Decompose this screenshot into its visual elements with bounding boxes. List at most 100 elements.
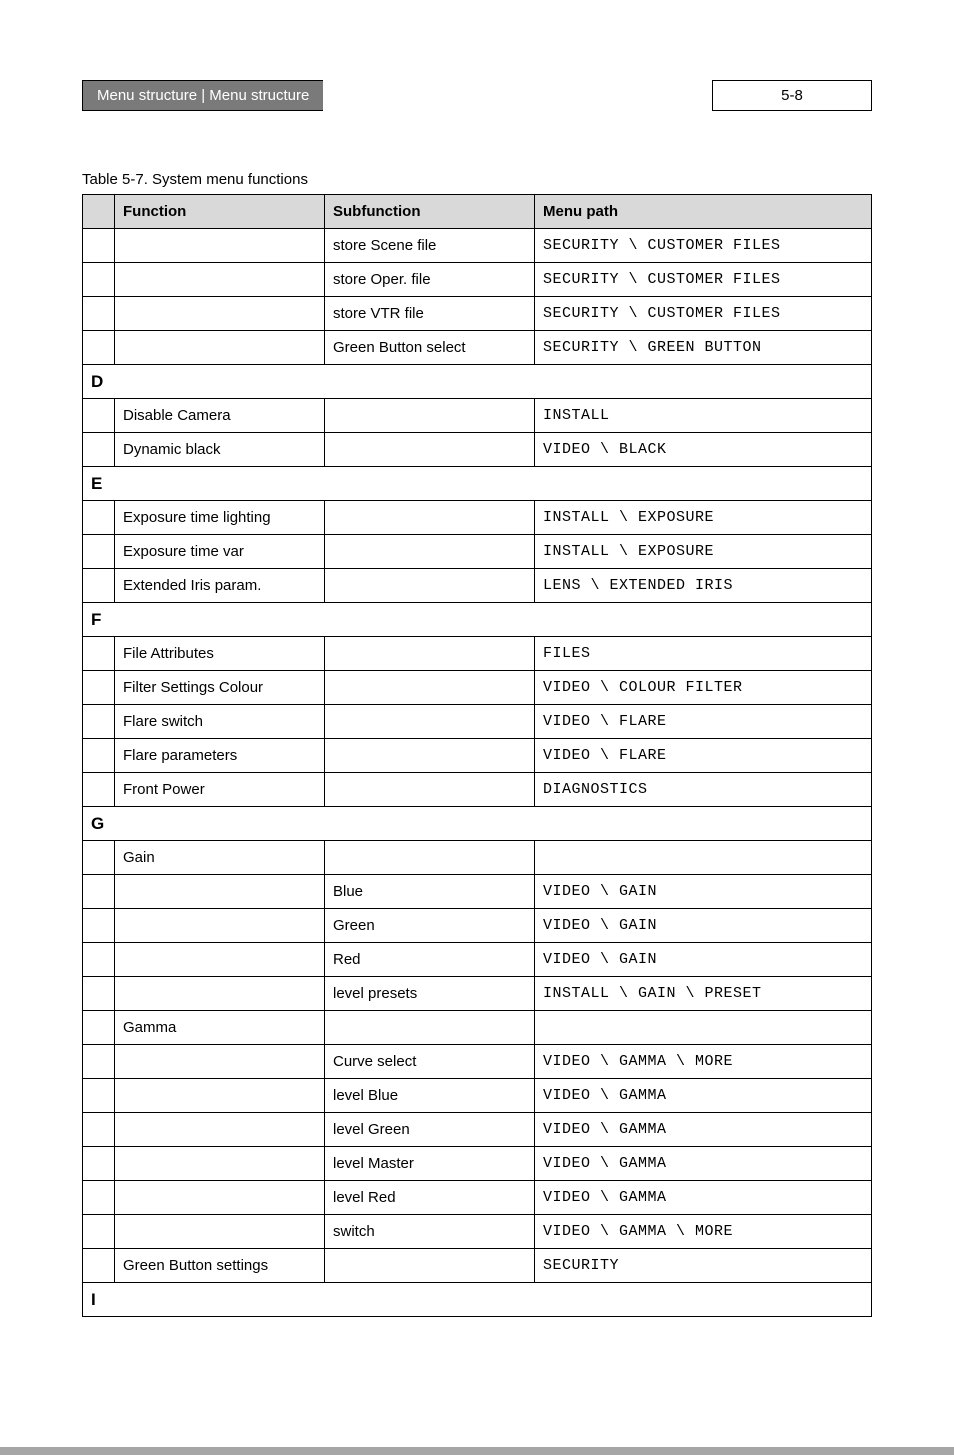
col-menupath-header: Menu path [535, 195, 872, 229]
table-row: F [83, 603, 872, 637]
menupath-cell: VIDEO \ GAIN [535, 875, 872, 909]
table-row: store Oper. fileSECURITY \ CUSTOMER FILE… [83, 263, 872, 297]
function-cell: File Attributes [115, 637, 325, 671]
col-subfunction-header: Subfunction [325, 195, 535, 229]
header-spacer [323, 80, 712, 111]
row-blank-cell [83, 875, 115, 909]
page-number: 5-8 [712, 80, 872, 111]
function-cell: Disable Camera [115, 399, 325, 433]
footer-bar [0, 1447, 954, 1455]
row-blank-cell [83, 977, 115, 1011]
table-row: level presetsINSTALL \ GAIN \ PRESET [83, 977, 872, 1011]
row-blank-cell [83, 1147, 115, 1181]
table-row: File Attributes FILES [83, 637, 872, 671]
table-row: level RedVIDEO \ GAMMA [83, 1181, 872, 1215]
function-cell [115, 1079, 325, 1113]
function-cell: Flare switch [115, 705, 325, 739]
table-row: D [83, 365, 872, 399]
section-letter: F [83, 603, 115, 637]
menupath-cell: INSTALL \ GAIN \ PRESET [535, 977, 872, 1011]
table-row: Flare parametersVIDEO \ FLARE [83, 739, 872, 773]
section-letter-span [115, 365, 872, 399]
subfunction-cell [325, 1011, 535, 1045]
row-blank-cell [83, 671, 115, 705]
menupath-cell: DIAGNOSTICS [535, 773, 872, 807]
function-cell [115, 909, 325, 943]
table-row: RedVIDEO \ GAIN [83, 943, 872, 977]
row-blank-cell [83, 229, 115, 263]
subfunction-cell: level Master [325, 1147, 535, 1181]
table-row: level MasterVIDEO \ GAMMA [83, 1147, 872, 1181]
col-function-header: Function [115, 195, 325, 229]
menupath-cell: VIDEO \ GAMMA \ MORE [535, 1215, 872, 1249]
function-cell [115, 263, 325, 297]
subfunction-cell: Green [325, 909, 535, 943]
table-row: Disable CameraINSTALL [83, 399, 872, 433]
subfunction-cell [325, 705, 535, 739]
subfunction-cell: store VTR file [325, 297, 535, 331]
row-blank-cell [83, 773, 115, 807]
function-cell [115, 1147, 325, 1181]
table-row: Exposure time varINSTALL \ EXPOSURE [83, 535, 872, 569]
menupath-cell: SECURITY \ CUSTOMER FILES [535, 297, 872, 331]
breadcrumb: Menu structure | Menu structure [82, 80, 323, 111]
subfunction-cell [325, 739, 535, 773]
function-cell: Dynamic black [115, 433, 325, 467]
table-row: Dynamic blackVIDEO \ BLACK [83, 433, 872, 467]
subfunction-cell [325, 569, 535, 603]
function-cell [115, 875, 325, 909]
subfunction-cell [325, 637, 535, 671]
row-blank-cell [83, 739, 115, 773]
menupath-cell [535, 841, 872, 875]
table-row: store Scene fileSECURITY \ CUSTOMER FILE… [83, 229, 872, 263]
menupath-cell: SECURITY \ GREEN BUTTON [535, 331, 872, 365]
table-row: store VTR fileSECURITY \ CUSTOMER FILES [83, 297, 872, 331]
table-caption: Table 5-7. System menu functions [82, 171, 872, 188]
row-blank-cell [83, 841, 115, 875]
row-blank-cell [83, 501, 115, 535]
subfunction-cell: Curve select [325, 1045, 535, 1079]
function-cell: Front Power [115, 773, 325, 807]
row-blank-cell [83, 1181, 115, 1215]
function-cell: Gain [115, 841, 325, 875]
subfunction-cell [325, 841, 535, 875]
table-row: switchVIDEO \ GAMMA \ MORE [83, 1215, 872, 1249]
row-blank-cell [83, 433, 115, 467]
subfunction-cell: level Green [325, 1113, 535, 1147]
subfunction-cell: Green Button select [325, 331, 535, 365]
menupath-cell: VIDEO \ FLARE [535, 705, 872, 739]
table-row: level BlueVIDEO \ GAMMA [83, 1079, 872, 1113]
row-blank-cell [83, 535, 115, 569]
function-cell: Green Button settings [115, 1249, 325, 1283]
section-letter-span [115, 603, 872, 637]
menupath-cell: FILES [535, 637, 872, 671]
row-blank-cell [83, 331, 115, 365]
subfunction-cell [325, 399, 535, 433]
row-blank-cell [83, 1215, 115, 1249]
menupath-cell: VIDEO \ GAMMA \ MORE [535, 1045, 872, 1079]
subfunction-cell: level presets [325, 977, 535, 1011]
menupath-cell: LENS \ EXTENDED IRIS [535, 569, 872, 603]
subfunction-cell: switch [325, 1215, 535, 1249]
function-cell [115, 943, 325, 977]
subfunction-cell: Red [325, 943, 535, 977]
table-row: E [83, 467, 872, 501]
row-blank-cell [83, 569, 115, 603]
subfunction-cell: Blue [325, 875, 535, 909]
page: Menu structure | Menu structure 5-8 Tabl… [0, 0, 954, 1357]
function-cell [115, 229, 325, 263]
function-cell: Filter Settings Colour [115, 671, 325, 705]
menupath-cell: VIDEO \ FLARE [535, 739, 872, 773]
subfunction-cell: level Blue [325, 1079, 535, 1113]
subfunction-cell: store Oper. file [325, 263, 535, 297]
menupath-cell: INSTALL \ EXPOSURE [535, 501, 872, 535]
row-blank-cell [83, 637, 115, 671]
subfunction-cell: level Red [325, 1181, 535, 1215]
function-cell: Extended Iris param. [115, 569, 325, 603]
table-row: GreenVIDEO \ GAIN [83, 909, 872, 943]
function-cell [115, 1045, 325, 1079]
section-letter-span [115, 807, 872, 841]
table-row: Filter Settings ColourVIDEO \ COLOUR FIL… [83, 671, 872, 705]
function-cell [115, 331, 325, 365]
menupath-cell: SECURITY \ CUSTOMER FILES [535, 263, 872, 297]
